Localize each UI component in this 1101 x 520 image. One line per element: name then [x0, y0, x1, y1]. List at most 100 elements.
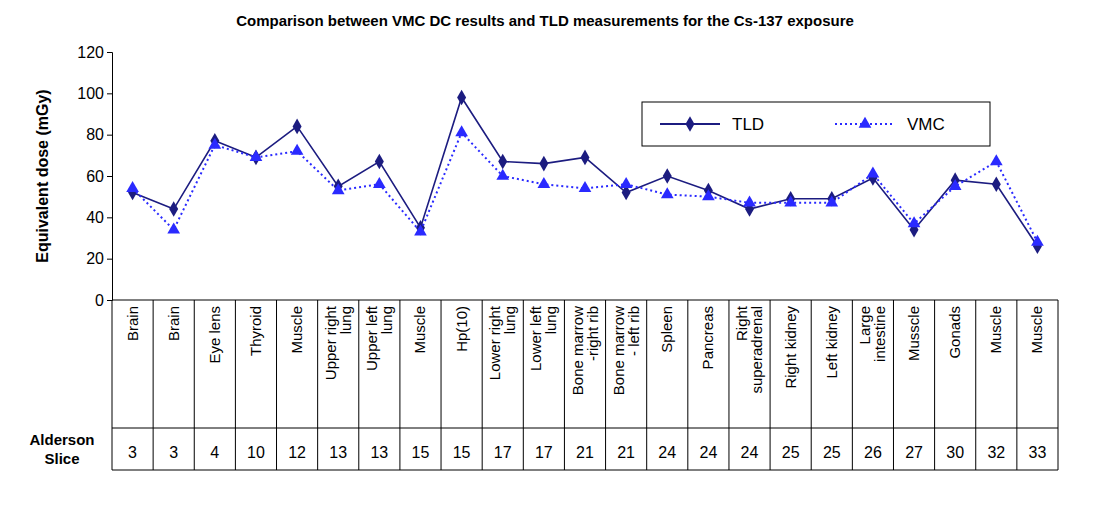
legend-box	[642, 102, 990, 146]
plot-area	[126, 90, 1044, 254]
table-separator	[153, 300, 154, 470]
series-marker	[538, 177, 551, 188]
table-separator	[482, 300, 483, 470]
table-separator	[112, 300, 113, 470]
table-cell: 30	[946, 444, 964, 461]
y-tick: 0	[95, 292, 112, 309]
series-marker	[825, 196, 838, 207]
table-separator	[441, 300, 442, 470]
series-marker	[990, 154, 1003, 165]
series-marker	[293, 119, 302, 135]
x-tick-label: Rightsuperadrenal	[733, 305, 765, 393]
x-axis-line	[112, 300, 1058, 301]
y-axis-title: Equivalent dose (mGy)	[34, 89, 51, 262]
series-marker	[373, 177, 386, 188]
y-tick: 40	[86, 209, 112, 226]
x-tick-label: Muscle	[288, 306, 305, 354]
x-tick-label: Brain	[124, 306, 141, 341]
table-row-label: AldersonSlice	[29, 431, 94, 467]
table-cell: 33	[1029, 444, 1047, 461]
table-cell: 25	[823, 444, 841, 461]
series-marker	[581, 150, 590, 166]
series-marker	[457, 90, 466, 106]
series-marker	[539, 156, 548, 172]
x-tick-label: Bone marrow- left rib	[610, 306, 642, 395]
table-cell: 32	[987, 444, 1005, 461]
y-axis-line	[107, 53, 113, 301]
y-tick-label: 120	[77, 44, 104, 61]
legend-marker	[859, 117, 872, 128]
series-marker	[743, 196, 756, 207]
table-cell: 26	[864, 444, 882, 461]
series-marker	[496, 169, 509, 180]
series-line	[133, 97, 1038, 246]
series-marker	[414, 224, 427, 235]
x-tick-label: Pancreas	[699, 306, 716, 369]
x-tick-label: Lower rightlung	[486, 305, 518, 380]
table-separator	[687, 300, 688, 470]
series-marker	[455, 125, 468, 136]
table-cell: 10	[247, 444, 265, 461]
x-tick-label: Upper leftlung	[363, 305, 395, 371]
table-separator	[728, 300, 729, 470]
x-tick-label: Hp(10)	[453, 306, 470, 352]
series-marker	[992, 176, 1001, 192]
y-tick-mark	[107, 135, 112, 136]
series-marker	[702, 189, 715, 200]
series-marker	[908, 216, 921, 227]
table-separator	[893, 300, 894, 470]
table-separator	[934, 300, 935, 470]
series-marker	[498, 154, 507, 170]
table-cell: 24	[699, 444, 717, 461]
y-tick: 60	[86, 168, 112, 185]
table-separator	[194, 300, 195, 470]
series-marker	[167, 222, 180, 233]
series-marker	[291, 144, 304, 155]
series-line	[133, 133, 1038, 243]
table-cell: 15	[453, 444, 471, 461]
series-marker	[332, 183, 345, 194]
series-marker	[250, 150, 263, 161]
table-cell: 12	[288, 444, 306, 461]
x-tick-label: Upper rightlung	[322, 305, 354, 380]
table-cell: 3	[169, 444, 178, 461]
table-separator	[276, 300, 277, 470]
x-tick-label: Right kidney	[782, 306, 799, 389]
table-separator	[1016, 300, 1017, 470]
x-tick-label: Brain	[165, 306, 182, 341]
x-tick-label: Lower leftlung	[527, 305, 559, 371]
table-cell: 13	[370, 444, 388, 461]
table-separator	[564, 300, 565, 470]
x-tick-label: Muscle	[987, 306, 1004, 354]
y-tick: 120	[77, 44, 112, 61]
table-separator	[811, 300, 812, 470]
y-tick-mark	[107, 52, 112, 53]
series-marker	[867, 167, 880, 178]
legend-label: TLD	[732, 115, 764, 134]
x-tick-label: Thyroid	[247, 306, 264, 356]
x-tick-label: Muscle	[411, 306, 428, 354]
chart: Comparison between VMC DC results and TL…	[0, 0, 1101, 520]
y-tick-label: 20	[86, 250, 104, 267]
legend-label: VMC	[907, 115, 945, 134]
table-separator	[358, 300, 359, 470]
series-marker	[579, 181, 592, 192]
table-cell: 24	[658, 444, 676, 461]
table-cell: 27	[905, 444, 923, 461]
y-tick-label: 60	[86, 168, 104, 185]
y-axis: 0 20 40 60 80 100 120	[77, 44, 112, 309]
series-marker	[784, 196, 797, 207]
table-cell: 21	[576, 444, 594, 461]
legend: TLD VMC	[642, 102, 990, 146]
y-tick: 100	[77, 85, 112, 102]
y-tick: 80	[86, 126, 112, 143]
series-marker	[169, 201, 178, 217]
series-marker	[661, 187, 674, 198]
y-tick-mark	[107, 300, 112, 301]
series-marker	[208, 138, 221, 149]
series-marker	[1031, 235, 1044, 246]
table-cell: 24	[741, 444, 759, 461]
table-cell: 17	[494, 444, 512, 461]
table-separator	[975, 300, 976, 470]
y-tick-label: 40	[86, 209, 104, 226]
